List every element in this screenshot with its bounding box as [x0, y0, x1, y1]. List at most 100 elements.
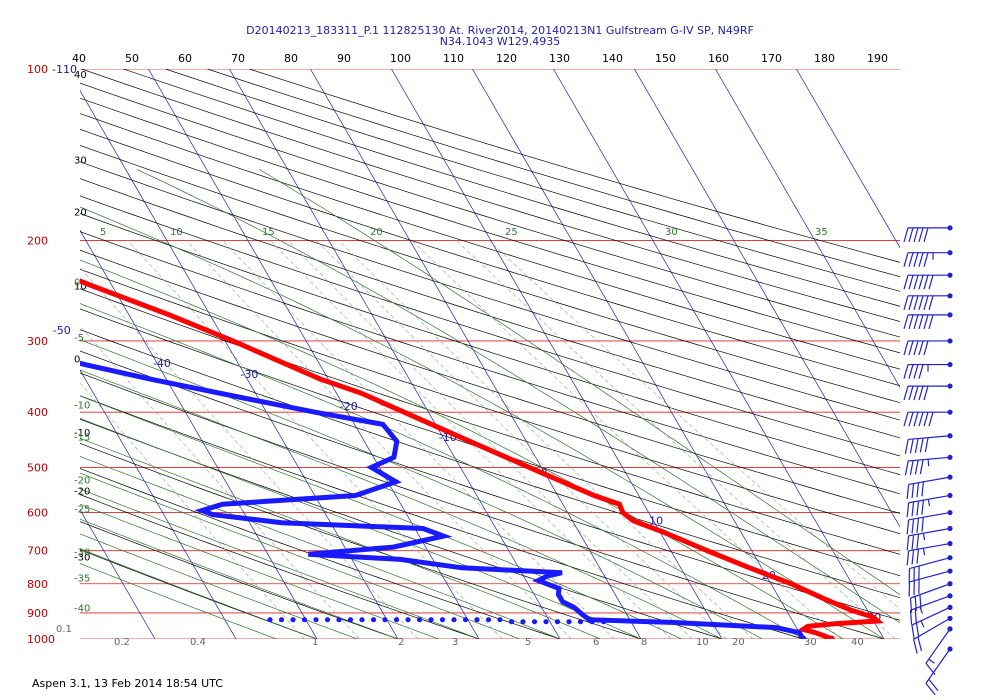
temperature-profile — [80, 278, 884, 639]
moist-adiabat-line — [80, 533, 358, 639]
isotherm-line — [80, 369, 237, 639]
wind-barb-feather — [925, 683, 936, 696]
wind-barb-feather — [916, 518, 920, 533]
wind-barb-feather — [911, 534, 915, 550]
theta-e-label: -15 — [74, 432, 90, 443]
dewpoint-sample-dot — [497, 617, 503, 623]
top-axis-label: 50 — [125, 52, 139, 65]
moist-adiabat-line — [80, 503, 439, 639]
pressure-label: 200 — [27, 235, 48, 248]
wind-barb — [925, 626, 953, 675]
isotherm-line — [634, 69, 900, 528]
wind-barb — [913, 615, 953, 654]
wind-barb-feather — [903, 412, 909, 427]
wind-barb — [903, 409, 953, 427]
top-axis-label: 180 — [814, 52, 835, 65]
wind-barb-feather — [904, 439, 909, 454]
dry-adiabat-line — [80, 97, 900, 354]
wind-barb-feather — [923, 252, 929, 267]
wind-barb-feather — [913, 295, 919, 310]
wind-barb-feather — [923, 314, 929, 330]
wind-barb-feather — [921, 481, 925, 497]
theta-e-label: 5 — [100, 227, 106, 238]
wind-barb-feather — [904, 460, 909, 476]
theta-label: -20 — [74, 487, 90, 498]
dry-adiabat-line — [80, 268, 900, 534]
wind-barb — [903, 383, 953, 401]
pressure-label: 1000 — [27, 633, 55, 646]
isotherm-line — [472, 69, 804, 639]
isotherm-line — [229, 69, 561, 639]
wind-barb-feather — [928, 678, 939, 691]
dewpoint-sample-dot — [428, 617, 434, 623]
dry-adiabat-line — [80, 288, 900, 555]
theta-e-label: 15 — [262, 227, 275, 238]
wind-barb-feather — [928, 295, 934, 310]
dewpoint-sample-dot — [439, 617, 446, 623]
wind-barb-staff — [909, 570, 951, 583]
dry-adiabat-line — [80, 213, 900, 476]
wind-barb-staff — [913, 617, 951, 640]
pressure-label: 300 — [27, 335, 48, 348]
wind-barb-staff — [910, 595, 951, 611]
wind-barb — [903, 293, 953, 310]
mixing-ratio-label: 20 — [732, 637, 745, 648]
dewpoint-sample-dot — [290, 617, 296, 623]
theta-e-label: 35 — [815, 227, 828, 238]
isotherm-line — [310, 69, 642, 639]
dry-adiabat-line — [80, 161, 900, 421]
moist-adiabat-line — [80, 339, 763, 639]
mixing-ratio-line — [456, 240, 896, 639]
theta-e-label: 30 — [665, 227, 678, 238]
wind-barb-feather — [914, 459, 919, 475]
dry-adiabat-line — [80, 178, 900, 439]
top-axis-label: 60 — [178, 52, 192, 65]
wind-barb-staff — [925, 628, 951, 664]
wind-barb-feather — [916, 549, 920, 564]
dewpoint-sample-dot — [405, 617, 411, 623]
isotherm-line — [796, 69, 900, 249]
mixing-ratio-line — [80, 325, 360, 639]
moist-adiabat-line — [80, 395, 682, 639]
isotherm-label: -20 — [340, 400, 358, 413]
mixing-ratio-label: 0.4 — [190, 637, 206, 648]
dewpoint-profile — [80, 360, 806, 639]
wind-barb-feather — [903, 227, 909, 243]
dewpoint-sample-dot — [393, 617, 400, 623]
wind-barb-feather — [906, 502, 910, 518]
dewpoint-sample-dot — [508, 619, 515, 625]
isotherm-label: -30 — [240, 368, 258, 381]
dry-adiabat-line — [81, 69, 900, 322]
pressure-label: 900 — [27, 607, 48, 620]
wind-barb-feather — [918, 385, 924, 401]
wind-barb-feather — [906, 535, 910, 551]
wind-barb-staff — [925, 648, 951, 684]
mixing-ratio-line — [222, 240, 615, 639]
wind-barb-feather — [909, 460, 914, 475]
top-axis-label: 120 — [496, 52, 517, 65]
theta-label: 20 — [74, 208, 87, 219]
wind-barb-feather — [917, 636, 923, 652]
wind-barb-feather — [913, 275, 919, 290]
wind-barb-feather — [903, 252, 909, 267]
moist-adiabat-line — [80, 303, 804, 639]
wind-barb — [908, 555, 953, 584]
theta-e-label: 10 — [170, 227, 183, 238]
wind-barb-feather — [906, 550, 910, 566]
dry-adiabat-line — [80, 128, 900, 387]
wind-barb-half-feather — [928, 658, 935, 664]
wind-barb-feather — [919, 438, 924, 453]
wind-barb-feather — [903, 340, 909, 356]
moist-adiabat-line — [80, 548, 318, 639]
top-axis-label: 190 — [867, 52, 888, 65]
wind-barb — [903, 338, 953, 356]
wind-barb-half-feather — [922, 548, 926, 556]
theta-label: -10 — [74, 428, 90, 439]
footer-text: Aspen 3.1, 13 Feb 2014 18:54 UTC — [32, 677, 223, 690]
top-axis-label: 150 — [655, 52, 676, 65]
wind-barb-staff — [911, 606, 951, 626]
wind-barb-feather — [916, 534, 920, 549]
dewpoint-sample-dot — [462, 617, 469, 623]
mixing-ratio-line — [411, 240, 842, 639]
